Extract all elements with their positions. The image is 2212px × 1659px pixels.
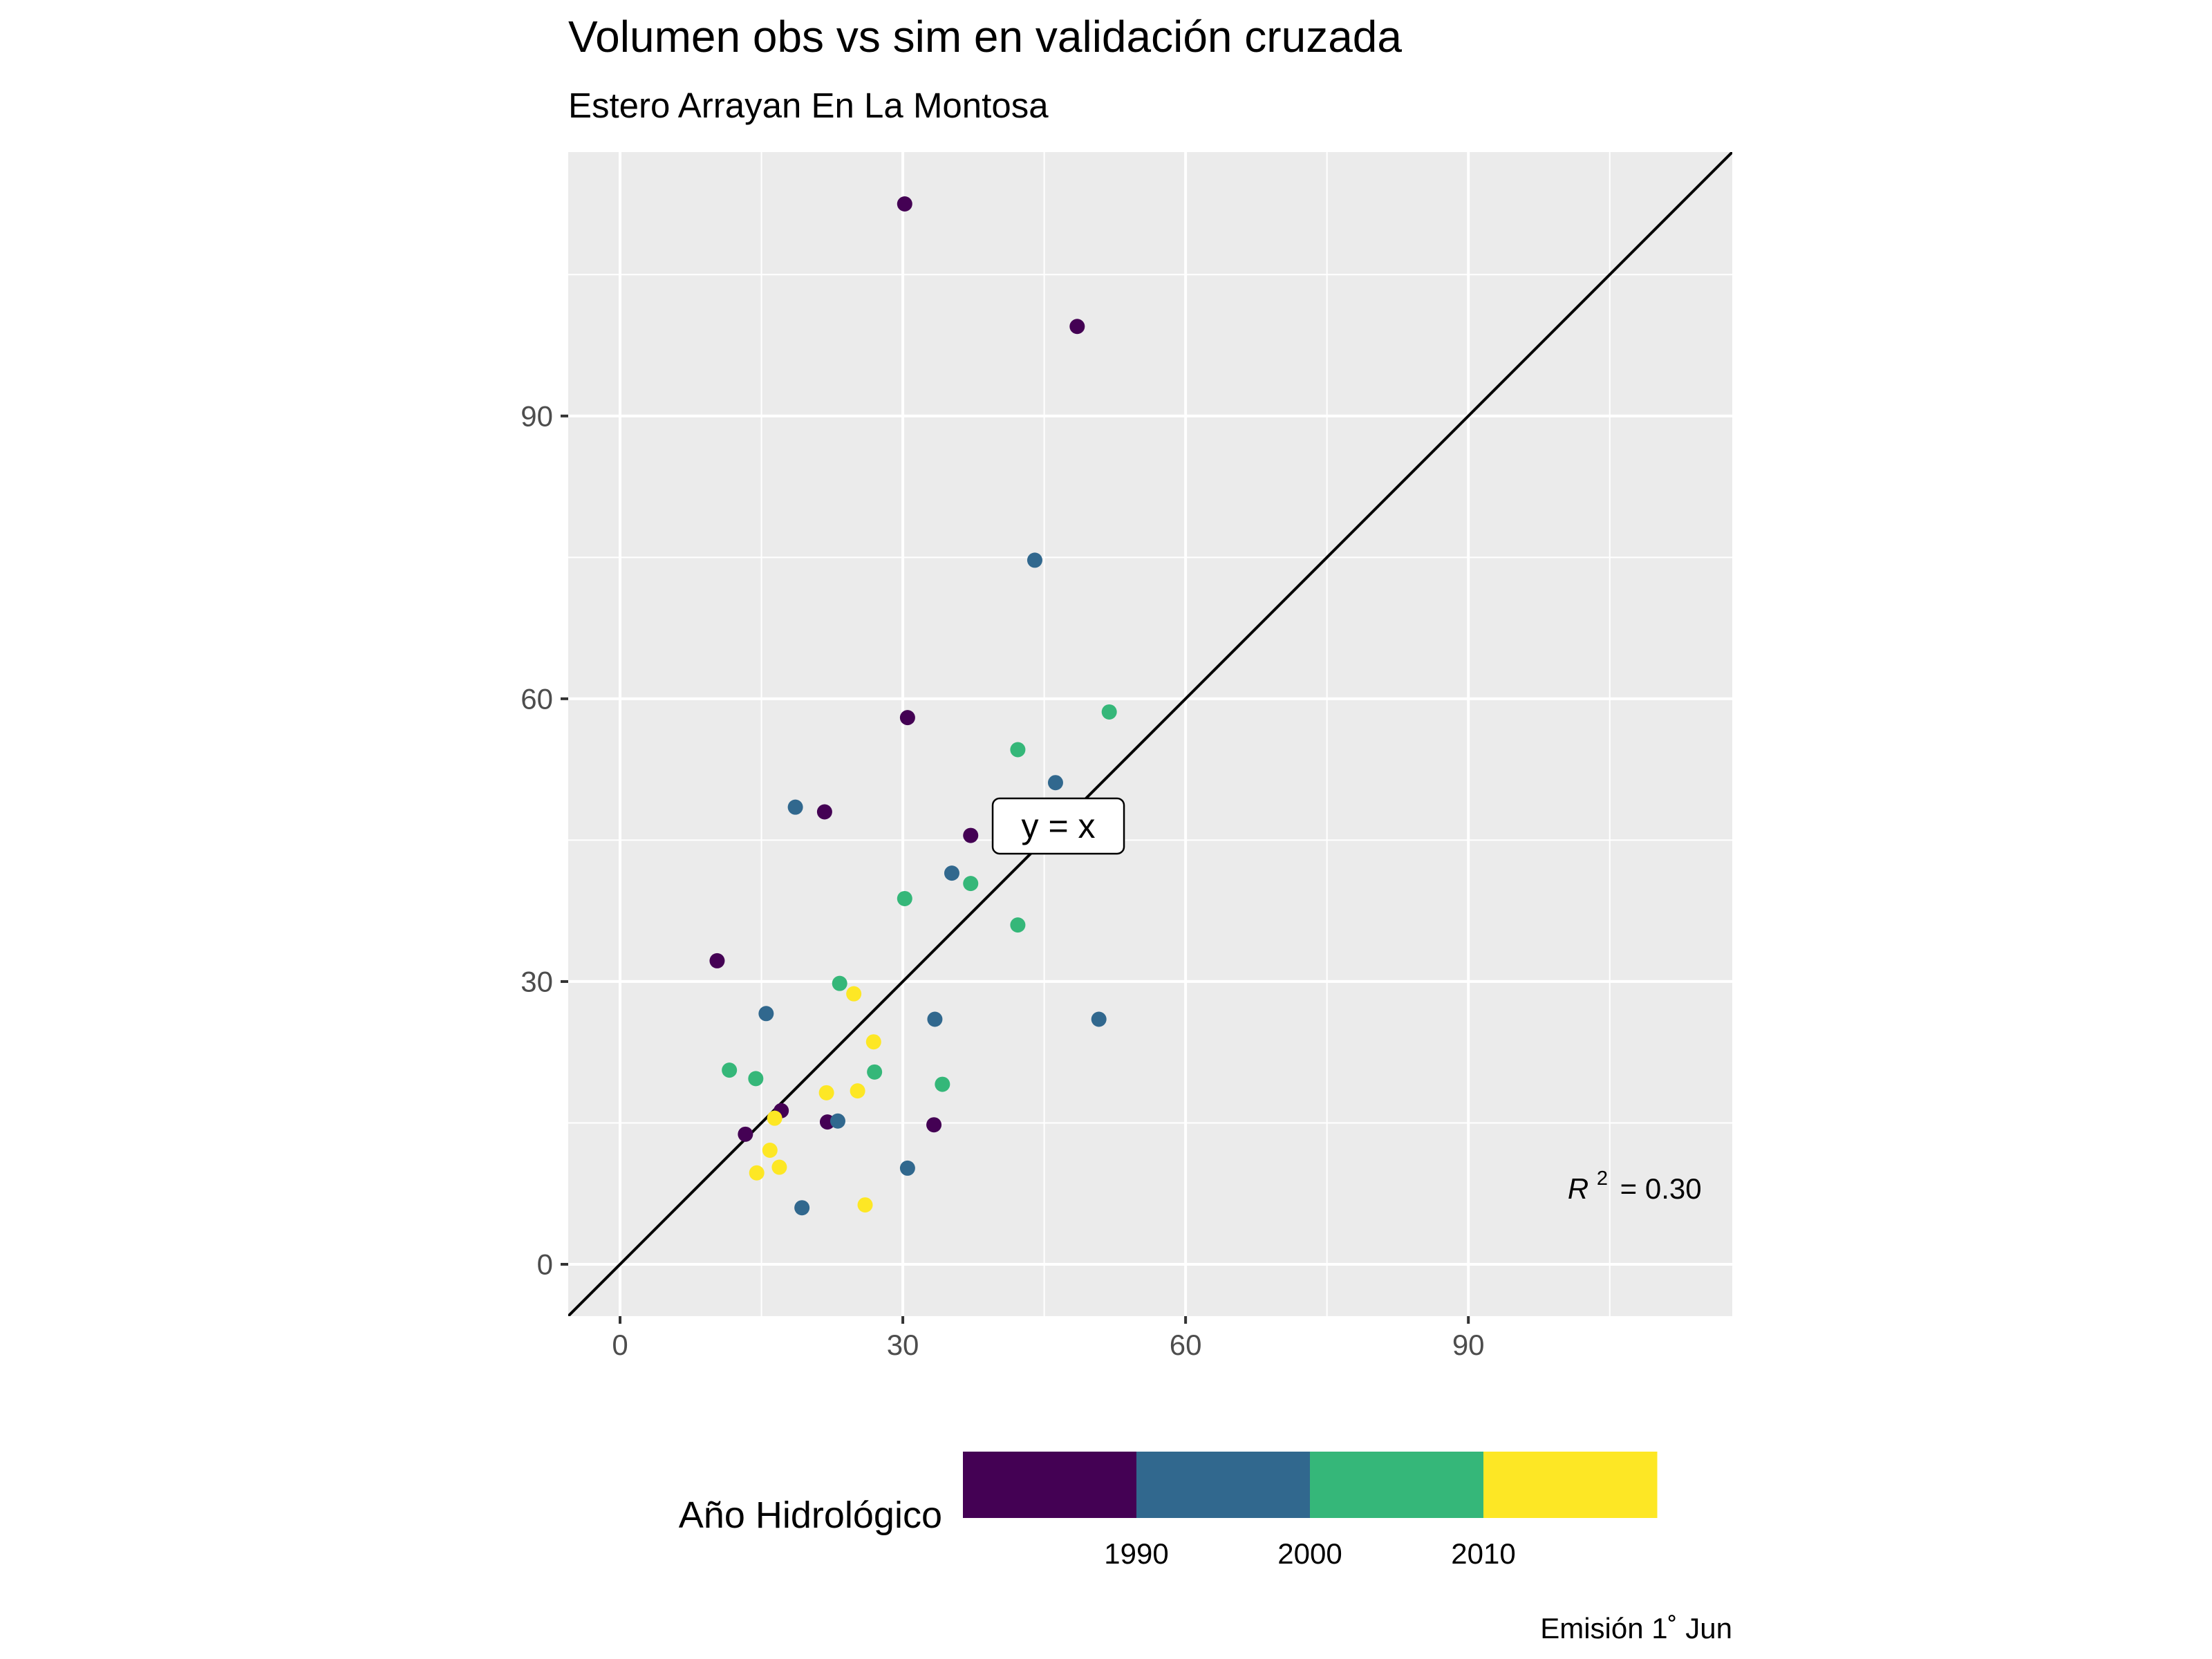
data-point: [897, 196, 912, 212]
data-point: [926, 1117, 942, 1133]
x-axis-tick-label: 0: [612, 1329, 628, 1361]
data-point: [722, 1062, 738, 1078]
data-point: [816, 804, 832, 820]
legend-color-swatch: [963, 1452, 1137, 1518]
data-point: [1091, 1011, 1107, 1027]
data-point: [899, 710, 915, 726]
x-axis-tick-label: 60: [1170, 1329, 1202, 1361]
chart-subtitle: Estero Arrayan En La Montosa: [568, 86, 1049, 125]
x-axis: 0 30 60 90: [612, 1316, 1485, 1361]
data-point: [758, 1006, 774, 1022]
grid-major: [568, 152, 1732, 1316]
data-point: [830, 1113, 845, 1129]
r-squared-symbol: R: [1568, 1172, 1588, 1205]
reference-line-label: y = x: [991, 797, 1125, 855]
data-point: [749, 1165, 765, 1181]
y-axis-tick-label: 30: [521, 965, 553, 997]
data-point: [865, 1034, 881, 1050]
reference-line-y-equals-x: [568, 152, 1732, 1316]
legend-ticks: 1990 2000 2010: [1104, 1537, 1515, 1570]
data-point: [709, 953, 725, 968]
legend-color-swatch: [1136, 1452, 1311, 1518]
r-squared-annotation: R 2 = 0.30: [1568, 1159, 1702, 1205]
data-point: [867, 1064, 883, 1080]
data-point: [1027, 552, 1042, 568]
data-point: [857, 1197, 873, 1213]
data-point: [1010, 742, 1026, 758]
r-squared-value: = 0.30: [1620, 1172, 1702, 1205]
legend-tick-label: 2000: [1277, 1537, 1342, 1570]
data-point: [1069, 319, 1085, 335]
legend-tick-label: 2010: [1451, 1537, 1515, 1570]
chart-title: Volumen obs vs sim en validación cruzada: [568, 12, 1402, 62]
data-point: [738, 1126, 753, 1142]
chart-caption: Emisión 1˚ Jun: [1540, 1612, 1732, 1644]
data-points: [709, 196, 1117, 1216]
data-point: [832, 975, 847, 991]
data-point: [846, 986, 862, 1002]
data-point: [1010, 917, 1026, 933]
data-point: [944, 865, 959, 881]
x-axis-tick-label: 30: [887, 1329, 919, 1361]
reference-line-label-text: y = x: [1022, 807, 1096, 845]
legend-colorbar: [963, 1452, 1658, 1518]
y-axis: 0 30 60 90: [521, 400, 568, 1281]
legend: Año Hidrológico 1990 2000 2010: [679, 1452, 1658, 1570]
data-point: [818, 1085, 834, 1100]
y-axis-tick-label: 60: [521, 682, 553, 715]
x-axis-tick-label: 90: [1452, 1329, 1485, 1361]
data-point: [927, 1011, 943, 1027]
data-point: [1101, 704, 1117, 720]
data-point: [850, 1083, 865, 1099]
legend-tick-label: 1990: [1104, 1537, 1168, 1570]
data-point: [762, 1143, 778, 1159]
data-point: [963, 827, 979, 843]
data-point: [748, 1071, 764, 1087]
legend-color-swatch: [1483, 1452, 1658, 1518]
data-point: [963, 876, 979, 892]
data-point: [1047, 775, 1063, 791]
data-point: [794, 1200, 810, 1216]
data-point: [767, 1110, 782, 1126]
reference-line-label-box: [991, 797, 1125, 855]
grid-minor: [568, 152, 1732, 1316]
data-point: [787, 799, 803, 815]
y-axis-tick-label: 0: [537, 1248, 553, 1281]
legend-title: Año Hidrológico: [679, 1494, 942, 1536]
data-point: [771, 1159, 787, 1175]
r-squared-superscript: 2: [1597, 1168, 1608, 1190]
legend-color-swatch: [1310, 1452, 1484, 1518]
y-axis-tick-label: 90: [521, 400, 553, 432]
data-point: [899, 1160, 915, 1176]
data-point: [935, 1076, 950, 1092]
data-point: [897, 890, 912, 906]
